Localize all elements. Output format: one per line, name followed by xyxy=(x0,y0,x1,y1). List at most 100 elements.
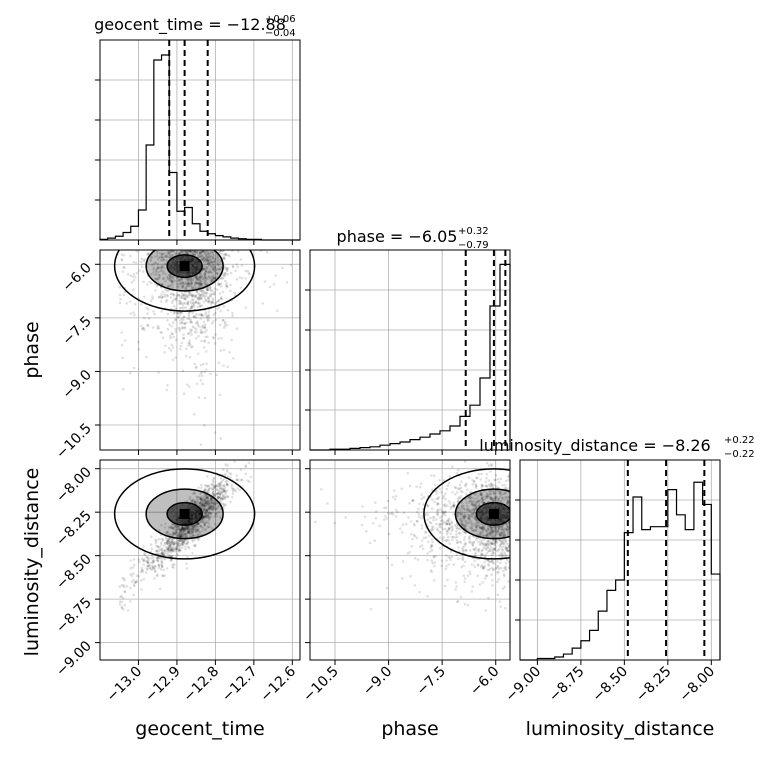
sample-point xyxy=(201,250,205,253)
sample-point xyxy=(344,516,348,519)
sample-point xyxy=(178,539,182,543)
sample-point xyxy=(188,532,191,535)
sample-point xyxy=(214,269,218,272)
sample-point xyxy=(160,549,163,552)
sample-point xyxy=(193,293,196,297)
sample-point xyxy=(191,529,194,532)
sample-point xyxy=(505,554,508,557)
sample-point xyxy=(507,503,510,507)
sample-point xyxy=(169,275,172,279)
sample-point xyxy=(460,506,464,510)
sample-point xyxy=(485,477,488,480)
sample-point xyxy=(222,318,225,322)
sample-point xyxy=(191,532,194,535)
sample-point xyxy=(194,301,197,304)
sample-point xyxy=(507,521,510,524)
sample-point xyxy=(471,512,475,516)
sample-point xyxy=(465,482,468,486)
sample-point xyxy=(229,283,232,287)
sample-point xyxy=(456,541,460,544)
sample-point xyxy=(486,534,489,538)
sample-point xyxy=(215,484,218,488)
sample-point xyxy=(185,535,188,539)
sample-point xyxy=(225,483,229,487)
sample-point xyxy=(504,490,507,494)
sample-point xyxy=(161,266,164,269)
geocent-time-title-lower: −0.04 xyxy=(265,28,296,39)
sample-point xyxy=(501,542,504,545)
sample-point xyxy=(476,521,479,525)
sample-point xyxy=(470,515,474,518)
sample-point xyxy=(480,493,484,497)
sample-point xyxy=(238,276,242,279)
sample-point xyxy=(206,475,209,478)
sample-point xyxy=(160,543,163,546)
sample-point xyxy=(486,527,490,531)
sample-point xyxy=(204,313,208,316)
sample-point xyxy=(152,262,155,266)
sample-point xyxy=(205,350,208,353)
sample-point xyxy=(171,565,174,569)
sample-point xyxy=(178,527,181,530)
sample-point xyxy=(491,559,494,563)
sample-point xyxy=(485,484,488,488)
sample-point xyxy=(493,547,497,550)
sample-point xyxy=(496,528,499,532)
sample-point xyxy=(199,317,203,320)
sample-point xyxy=(211,267,214,271)
sample-point xyxy=(200,282,203,286)
sample-point xyxy=(470,512,474,516)
sample-point xyxy=(499,605,503,608)
sample-point xyxy=(465,514,468,518)
sample-point xyxy=(244,269,247,273)
sample-point xyxy=(193,326,196,330)
sample-point xyxy=(235,263,238,266)
sample-point xyxy=(462,564,465,568)
sample-point xyxy=(445,529,449,532)
luminosity-distance-title-lower: −0.22 xyxy=(724,449,755,460)
sample-point xyxy=(165,388,169,392)
sample-point xyxy=(205,484,208,488)
sample-point xyxy=(195,331,198,334)
sample-point xyxy=(157,371,160,374)
sample-point xyxy=(200,274,204,277)
sample-point xyxy=(498,527,501,530)
sample-point xyxy=(193,526,196,529)
sample-point xyxy=(493,526,496,530)
sample-point xyxy=(213,502,216,506)
sample-point xyxy=(464,483,467,487)
sample-point xyxy=(461,555,465,559)
sample-point xyxy=(174,327,177,331)
sample-point xyxy=(472,516,476,519)
sample-point xyxy=(203,507,206,511)
sample-point xyxy=(203,252,207,255)
sample-point xyxy=(210,483,213,487)
sample-point xyxy=(187,526,191,530)
sample-point xyxy=(430,543,434,547)
sample-point xyxy=(400,487,404,491)
sample-point xyxy=(205,508,208,512)
sample-point xyxy=(212,269,216,272)
sample-point xyxy=(213,503,217,507)
sample-point xyxy=(428,534,431,538)
sample-point xyxy=(482,566,485,569)
sample-point xyxy=(225,323,229,327)
sample-point xyxy=(146,556,149,559)
sample-point xyxy=(191,286,194,290)
sample-point xyxy=(195,499,199,502)
sample-point xyxy=(179,549,182,552)
sample-point xyxy=(199,297,202,301)
sample-point xyxy=(426,518,430,522)
sample-point xyxy=(216,272,219,275)
sample-point xyxy=(166,276,170,280)
sample-point xyxy=(155,556,159,560)
sample-point xyxy=(477,547,481,551)
sample-point xyxy=(491,539,495,542)
sample-point xyxy=(218,250,221,253)
sample-point xyxy=(445,487,449,491)
sample-point xyxy=(140,265,144,268)
sample-point xyxy=(169,334,172,338)
sample-point xyxy=(188,341,191,345)
sample-point xyxy=(225,489,229,492)
sample-point xyxy=(157,274,161,277)
